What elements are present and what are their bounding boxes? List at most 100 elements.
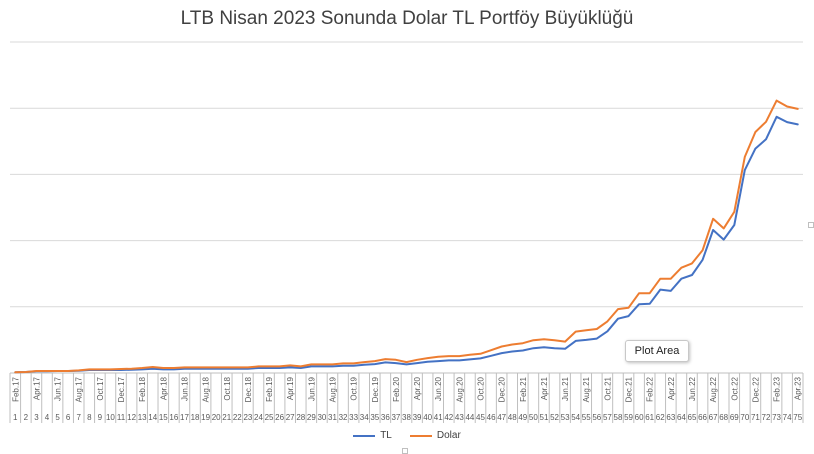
x-category-label: 23 bbox=[243, 413, 252, 422]
x-category-label: 65 bbox=[688, 413, 697, 422]
x-category-label: 49 bbox=[518, 413, 527, 422]
x-date-label: Feb.23 bbox=[773, 376, 782, 401]
x-category-label: 4 bbox=[45, 413, 50, 422]
x-date-label: Dec.17 bbox=[117, 376, 126, 402]
x-category-label: 36 bbox=[381, 413, 390, 422]
x-category-label: 25 bbox=[265, 413, 274, 422]
x-category-label: 10 bbox=[106, 413, 115, 422]
x-category-label: 27 bbox=[286, 413, 295, 422]
x-date-label: Apr.23 bbox=[794, 376, 803, 400]
x-date-label: Oct.20 bbox=[477, 376, 486, 400]
x-category-label: 37 bbox=[391, 413, 400, 422]
x-category-label: 20 bbox=[212, 413, 221, 422]
legend-label-dolar: Dolar bbox=[436, 430, 461, 441]
x-category-label: 21 bbox=[222, 413, 231, 422]
x-date-label: Apr.17 bbox=[32, 376, 41, 400]
x-date-label: Dec.19 bbox=[371, 376, 380, 402]
x-date-label: Apr.18 bbox=[159, 376, 168, 400]
x-category-label: 6 bbox=[66, 413, 71, 422]
x-date-label: Apr.22 bbox=[667, 376, 676, 400]
x-date-label: Jun.20 bbox=[434, 376, 443, 401]
x-category-label: 33 bbox=[349, 413, 358, 422]
x-category-label: 41 bbox=[434, 413, 443, 422]
x-category-label: 75 bbox=[793, 413, 802, 422]
x-category-label: 9 bbox=[98, 413, 103, 422]
x-category-label: 17 bbox=[180, 413, 189, 422]
x-date-label: Jun.17 bbox=[54, 376, 63, 401]
x-category-label: 5 bbox=[55, 413, 60, 422]
x-category-label: 74 bbox=[783, 413, 792, 422]
x-date-label: Jun.19 bbox=[307, 376, 316, 401]
x-date-label: Oct.19 bbox=[350, 376, 359, 400]
x-category-label: 24 bbox=[254, 413, 263, 422]
x-date-label: Oct.21 bbox=[603, 376, 612, 400]
x-category-label: 71 bbox=[751, 413, 760, 422]
x-date-label: Aug.22 bbox=[709, 376, 718, 402]
x-date-label: Aug.20 bbox=[455, 376, 464, 402]
x-category-label: 29 bbox=[307, 413, 316, 422]
resize-handle-right[interactable] bbox=[808, 222, 814, 228]
x-category-label: 35 bbox=[370, 413, 379, 422]
x-date-label: Jun.22 bbox=[688, 376, 697, 401]
x-date-label: Feb.17 bbox=[11, 376, 20, 401]
x-date-label: Jun.21 bbox=[561, 376, 570, 401]
legend: TL Dolar bbox=[0, 430, 814, 441]
x-category-label: 61 bbox=[645, 413, 654, 422]
x-category-label: 47 bbox=[497, 413, 506, 422]
x-date-label: Dec.18 bbox=[244, 376, 253, 402]
x-date-label: Aug.19 bbox=[328, 376, 337, 402]
legend-label-tl: TL bbox=[380, 430, 392, 441]
x-category-label: 16 bbox=[169, 413, 178, 422]
x-category-label: 51 bbox=[540, 413, 549, 422]
x-category-label: 11 bbox=[117, 413, 126, 422]
x-category-label: 15 bbox=[159, 413, 168, 422]
legend-item-tl: TL bbox=[353, 430, 392, 441]
x-category-label: 31 bbox=[328, 413, 337, 422]
x-category-label: 13 bbox=[138, 413, 147, 422]
x-category-label: 8 bbox=[87, 413, 92, 422]
x-date-label: Aug.18 bbox=[202, 376, 211, 402]
x-date-label: Oct.18 bbox=[223, 376, 232, 400]
x-category-label: 39 bbox=[413, 413, 422, 422]
x-category-label: 26 bbox=[275, 413, 284, 422]
x-category-label: 53 bbox=[561, 413, 570, 422]
x-date-label: Jun.18 bbox=[180, 376, 189, 401]
x-category-label: 59 bbox=[624, 413, 633, 422]
x-category-label: 72 bbox=[762, 413, 771, 422]
x-category-label: 18 bbox=[191, 413, 200, 422]
x-category-label: 52 bbox=[550, 413, 559, 422]
x-category-label: 34 bbox=[360, 413, 369, 422]
x-date-label: Oct.22 bbox=[730, 376, 739, 400]
x-category-label: 46 bbox=[487, 413, 496, 422]
x-category-label: 73 bbox=[772, 413, 781, 422]
x-category-label: 69 bbox=[730, 413, 739, 422]
x-date-label: Apr.20 bbox=[413, 376, 422, 400]
x-category-label: 2 bbox=[24, 413, 29, 422]
x-category-label: 62 bbox=[656, 413, 665, 422]
x-category-label: 50 bbox=[529, 413, 538, 422]
x-category-label: 58 bbox=[614, 413, 623, 422]
x-category-label: 43 bbox=[455, 413, 464, 422]
x-category-label: 67 bbox=[709, 413, 718, 422]
x-category-label: 22 bbox=[233, 413, 242, 422]
x-category-label: 54 bbox=[571, 413, 580, 422]
x-category-label: 32 bbox=[339, 413, 348, 422]
x-category-label: 19 bbox=[201, 413, 210, 422]
x-category-label: 63 bbox=[666, 413, 675, 422]
x-category-label: 28 bbox=[296, 413, 305, 422]
x-category-label: 1 bbox=[13, 413, 18, 422]
resize-handle-bottom[interactable] bbox=[402, 448, 408, 454]
x-date-label: Feb.19 bbox=[265, 376, 274, 401]
series-line-dolar bbox=[14, 99, 799, 374]
x-category-label: 70 bbox=[740, 413, 749, 422]
x-category-label: 64 bbox=[677, 413, 686, 422]
x-category-label: 60 bbox=[635, 413, 644, 422]
x-category-label: 42 bbox=[444, 413, 453, 422]
x-date-label: Aug.17 bbox=[75, 376, 84, 402]
x-category-label: 7 bbox=[77, 413, 82, 422]
plot-area-tooltip: Plot Area bbox=[625, 340, 689, 362]
x-date-label: Apr.21 bbox=[540, 376, 549, 400]
gridlines bbox=[10, 41, 803, 308]
x-date-label: Aug.21 bbox=[582, 376, 591, 402]
x-date-label: Oct.17 bbox=[96, 376, 105, 400]
